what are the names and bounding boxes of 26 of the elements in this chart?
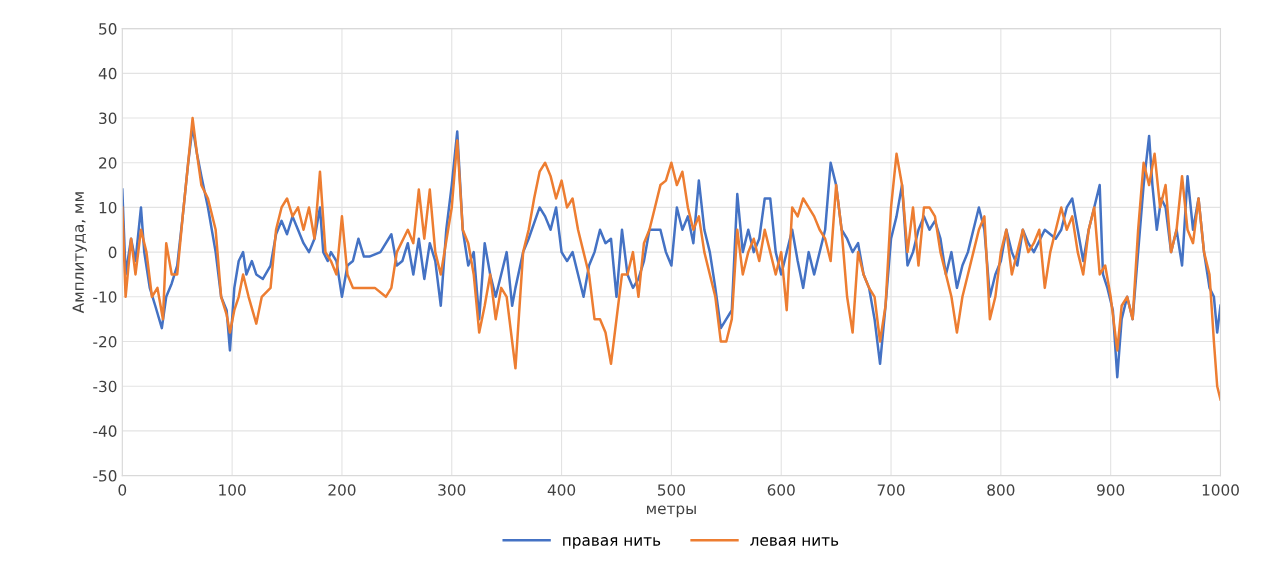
x-tick-label: 1000 — [1202, 484, 1239, 496]
legend-label: левая нить — [750, 537, 839, 546]
y-tick-label: 50 — [99, 23, 117, 35]
x-tick-label: 0 — [118, 484, 127, 496]
y-tick-label: -40 — [93, 425, 117, 437]
legend-label: правая нить — [563, 537, 661, 549]
y-tick-label: 40 — [98, 67, 117, 80]
x-tick-label: 700 — [877, 484, 905, 496]
y-tick-label: -20 — [93, 335, 117, 348]
x-tick-label: 800 — [987, 484, 1015, 496]
x-tick-label: 500 — [658, 484, 685, 496]
y-tick-label: -50 — [93, 470, 117, 482]
x-tick-label: 600 — [767, 484, 795, 496]
x-tick-label: 100 — [219, 484, 246, 496]
y-tick-label: 10 — [99, 201, 117, 214]
x-tick-label: 400 — [547, 484, 576, 496]
y-tick-label: 30 — [99, 112, 117, 125]
x-tick-label: 900 — [1097, 484, 1125, 496]
y-tick-label: -30 — [93, 380, 117, 393]
x-tick-label: 200 — [328, 484, 356, 496]
y-tick-label: -10 — [93, 291, 117, 303]
y-tick-label: 20 — [99, 157, 117, 169]
y-tick-label: 0 — [108, 246, 117, 259]
x-axis-title: метры — [646, 505, 696, 518]
y-axis-title: Амплитуда, мм — [72, 192, 87, 314]
x-tick-label: 300 — [438, 484, 466, 496]
